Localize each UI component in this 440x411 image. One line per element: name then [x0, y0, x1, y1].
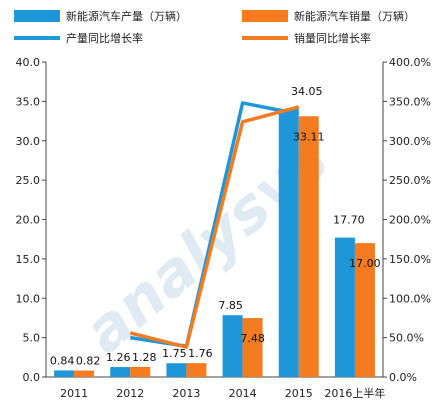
y2-tick-label: 400.0% [389, 56, 431, 69]
bar [166, 363, 187, 377]
series-line [129, 105, 300, 349]
bar [74, 370, 95, 377]
legend-swatch [242, 10, 288, 22]
bar [222, 315, 243, 377]
data-label: 17.00 [349, 257, 381, 270]
legend-label: 新能源汽车销量（万辆） [294, 9, 415, 23]
legend-label: 产量同比增长率 [66, 31, 143, 45]
bars [54, 108, 375, 377]
y2-tick-label: 0.0% [389, 371, 417, 384]
data-label: 1.28 [132, 351, 157, 364]
axes: 0.0 5.0 10.0 15.0 20.0 25.0 30.0 35.0 40.0 0.0% 50… [16, 56, 431, 400]
bar [186, 363, 207, 377]
y2-tick-label: 150.0% [389, 253, 431, 266]
bar [110, 367, 131, 377]
data-label: 0.82 [76, 355, 101, 368]
y-tick-label: 40.0 [16, 56, 41, 69]
series-line [129, 101, 300, 349]
data-label: 17.70 [333, 214, 365, 227]
y2-tick-label: 50.0% [389, 332, 424, 345]
data-label: 7.85 [218, 299, 243, 312]
x-tick-label: 2011 [60, 387, 88, 400]
legend-label: 销量同比增长率 [294, 31, 371, 45]
bar [278, 108, 299, 377]
x-tick-label: 2013 [172, 387, 200, 400]
y2-tick-label: 200.0% [389, 214, 431, 227]
bar [54, 370, 75, 377]
y2-tick-label: 250.0% [389, 174, 431, 187]
legend: 新能源汽车产量（万辆） 新能源汽车销量（万辆） 产量同比增长率 销量同比增长率 [14, 9, 415, 45]
y-tick-label: 35.0 [16, 95, 41, 108]
data-labels: 0.84 1.26 1.75 7.85 34.05 17.70 0.82 1.28 1.76 7.… [50, 85, 381, 368]
bar [354, 243, 375, 377]
y2-tick-label: 300.0% [389, 135, 431, 148]
legend-swatch [14, 10, 60, 22]
lines [129, 101, 300, 349]
data-label: 1.26 [106, 351, 131, 364]
data-label: 0.84 [50, 354, 75, 367]
y-tick-label: 10.0 [16, 292, 41, 305]
data-label: 34.05 [291, 85, 323, 98]
legend-label: 新能源汽车产量（万辆） [66, 9, 187, 23]
x-tick-label: 2016上半年 [324, 386, 385, 400]
x-tick-label: 2012 [116, 387, 144, 400]
y-tick-label: 0.0 [23, 371, 41, 384]
bar [130, 366, 151, 377]
y-tick-label: 5.0 [23, 332, 41, 345]
y2-tick-label: 100.0% [389, 292, 431, 305]
y-tick-label: 20.0 [16, 214, 41, 227]
data-label: 33.11 [293, 130, 325, 143]
x-tick-label: 2014 [229, 387, 257, 400]
bar [242, 318, 263, 377]
x-tick-label: 2015 [285, 387, 313, 400]
y-tick-label: 15.0 [16, 253, 41, 266]
data-label: 7.48 [240, 332, 265, 345]
data-label: 1.76 [188, 347, 213, 360]
bar [298, 116, 319, 377]
data-label: 1.75 [162, 347, 187, 360]
y-tick-label: 25.0 [16, 174, 41, 187]
y2-tick-label: 350.0% [389, 95, 431, 108]
y-tick-label: 30.0 [16, 135, 41, 148]
bar [334, 237, 355, 377]
